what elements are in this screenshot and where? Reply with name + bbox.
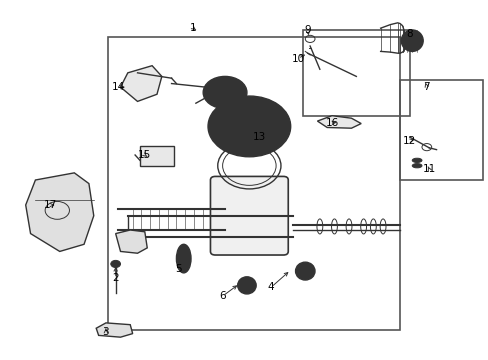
- Circle shape: [207, 96, 290, 157]
- Text: 6: 6: [219, 291, 225, 301]
- Bar: [140, 146, 174, 166]
- Text: 12: 12: [403, 136, 416, 146]
- Text: 10: 10: [291, 54, 304, 64]
- Ellipse shape: [401, 30, 422, 51]
- Ellipse shape: [411, 163, 421, 168]
- Text: 13: 13: [252, 132, 265, 142]
- Ellipse shape: [237, 277, 256, 294]
- Text: 7: 7: [423, 82, 429, 92]
- Polygon shape: [317, 116, 361, 128]
- Text: 17: 17: [43, 200, 57, 210]
- Bar: [302, 30, 409, 116]
- Polygon shape: [120, 66, 162, 102]
- Ellipse shape: [411, 158, 421, 162]
- Ellipse shape: [176, 244, 191, 273]
- Text: 1: 1: [190, 23, 196, 33]
- Bar: [108, 37, 399, 330]
- FancyBboxPatch shape: [210, 176, 287, 255]
- Text: 11: 11: [422, 164, 435, 174]
- Text: 15: 15: [138, 150, 151, 160]
- Text: 8: 8: [406, 28, 412, 39]
- Text: 16: 16: [325, 118, 338, 128]
- Polygon shape: [96, 323, 132, 337]
- Polygon shape: [116, 230, 147, 253]
- Text: 5: 5: [175, 264, 182, 274]
- Text: 2: 2: [112, 273, 119, 283]
- Circle shape: [203, 76, 246, 109]
- Text: 14: 14: [111, 82, 124, 92]
- Text: 9: 9: [304, 25, 310, 35]
- Text: 3: 3: [102, 327, 109, 337]
- Circle shape: [111, 260, 120, 267]
- Polygon shape: [26, 173, 94, 251]
- Text: 4: 4: [267, 282, 274, 292]
- Ellipse shape: [295, 262, 314, 280]
- Bar: [399, 80, 482, 180]
